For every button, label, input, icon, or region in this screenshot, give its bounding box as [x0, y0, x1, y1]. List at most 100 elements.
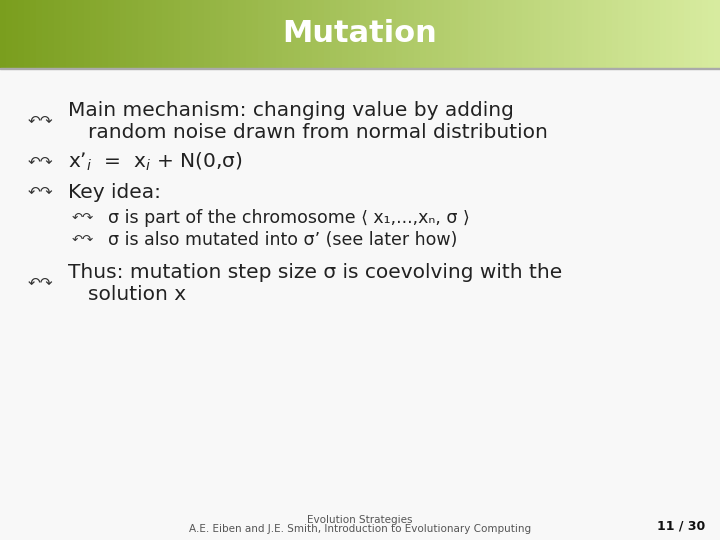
Bar — [468, 0, 475, 68]
Bar — [228, 0, 235, 68]
Bar — [288, 0, 295, 68]
Bar — [624, 0, 631, 68]
Bar — [360, 0, 367, 68]
Text: x’$_i$  =  x$_i$ + N(0,σ): x’$_i$ = x$_i$ + N(0,σ) — [68, 151, 243, 173]
Bar — [528, 0, 535, 68]
Bar — [588, 0, 595, 68]
Bar — [174, 0, 181, 68]
Bar — [378, 0, 385, 68]
Bar — [114, 0, 121, 68]
Bar — [102, 0, 109, 68]
Bar — [390, 0, 397, 68]
Bar — [678, 0, 685, 68]
Bar — [30, 0, 37, 68]
Bar — [18, 0, 25, 68]
Bar — [552, 0, 559, 68]
Bar — [462, 0, 469, 68]
Bar — [420, 0, 427, 68]
Bar — [504, 0, 511, 68]
Bar — [702, 0, 709, 68]
Bar — [396, 0, 403, 68]
Bar — [270, 0, 277, 68]
Bar — [714, 0, 720, 68]
Text: 11 / 30: 11 / 30 — [657, 519, 705, 532]
Bar — [498, 0, 505, 68]
Bar — [558, 0, 565, 68]
Bar — [630, 0, 637, 68]
Bar — [90, 0, 97, 68]
Bar — [456, 0, 463, 68]
Bar — [192, 0, 199, 68]
Bar — [690, 0, 697, 68]
Text: solution x: solution x — [88, 285, 186, 303]
Bar — [252, 0, 259, 68]
Bar — [450, 0, 457, 68]
Bar — [54, 0, 61, 68]
Text: ↶↷: ↶↷ — [72, 212, 94, 225]
Bar — [438, 0, 445, 68]
Bar — [216, 0, 223, 68]
Text: ↶↷: ↶↷ — [28, 185, 53, 199]
Bar — [600, 0, 607, 68]
Bar — [348, 0, 355, 68]
Bar — [318, 0, 325, 68]
Bar — [264, 0, 271, 68]
Bar — [432, 0, 439, 68]
Bar — [336, 0, 343, 68]
Bar — [654, 0, 661, 68]
Bar — [24, 0, 31, 68]
Bar — [246, 0, 253, 68]
Bar — [150, 0, 157, 68]
Bar — [0, 68, 720, 69]
Bar — [618, 0, 625, 68]
Text: σ is also mutated into σ’ (see later how): σ is also mutated into σ’ (see later how… — [108, 231, 457, 249]
Bar — [564, 0, 571, 68]
Bar — [660, 0, 667, 68]
Text: ↶↷: ↶↷ — [28, 275, 53, 291]
Bar — [126, 0, 133, 68]
Bar — [426, 0, 433, 68]
Bar — [0, 0, 7, 68]
Bar — [546, 0, 553, 68]
Bar — [414, 0, 421, 68]
Text: ↶↷: ↶↷ — [28, 113, 53, 129]
Bar — [444, 0, 451, 68]
Bar — [582, 0, 589, 68]
Bar — [636, 0, 643, 68]
Bar — [480, 0, 487, 68]
Bar — [84, 0, 91, 68]
Bar — [300, 0, 307, 68]
Bar — [6, 0, 13, 68]
Bar — [204, 0, 211, 68]
Bar — [276, 0, 283, 68]
Text: σ is part of the chromosome ⟨ x₁,...,xₙ, σ ⟩: σ is part of the chromosome ⟨ x₁,...,xₙ,… — [108, 209, 469, 227]
Bar — [138, 0, 145, 68]
Bar — [672, 0, 679, 68]
Bar — [294, 0, 301, 68]
Text: ↶↷: ↶↷ — [72, 233, 94, 246]
Bar — [312, 0, 319, 68]
Bar — [282, 0, 289, 68]
Bar — [198, 0, 205, 68]
Bar — [258, 0, 265, 68]
Bar — [60, 0, 67, 68]
Bar — [684, 0, 691, 68]
Bar — [144, 0, 151, 68]
Bar — [366, 0, 373, 68]
Bar — [666, 0, 673, 68]
Bar — [540, 0, 547, 68]
Bar — [342, 0, 349, 68]
Text: ↶↷: ↶↷ — [28, 154, 53, 170]
Bar — [324, 0, 331, 68]
Bar — [66, 0, 73, 68]
Bar — [306, 0, 313, 68]
Bar — [522, 0, 529, 68]
Bar — [12, 0, 19, 68]
Bar — [696, 0, 703, 68]
Bar — [510, 0, 517, 68]
Bar — [408, 0, 415, 68]
Bar — [570, 0, 577, 68]
Text: Evolution Strategies: Evolution Strategies — [307, 515, 413, 525]
Bar — [486, 0, 493, 68]
Bar — [612, 0, 619, 68]
